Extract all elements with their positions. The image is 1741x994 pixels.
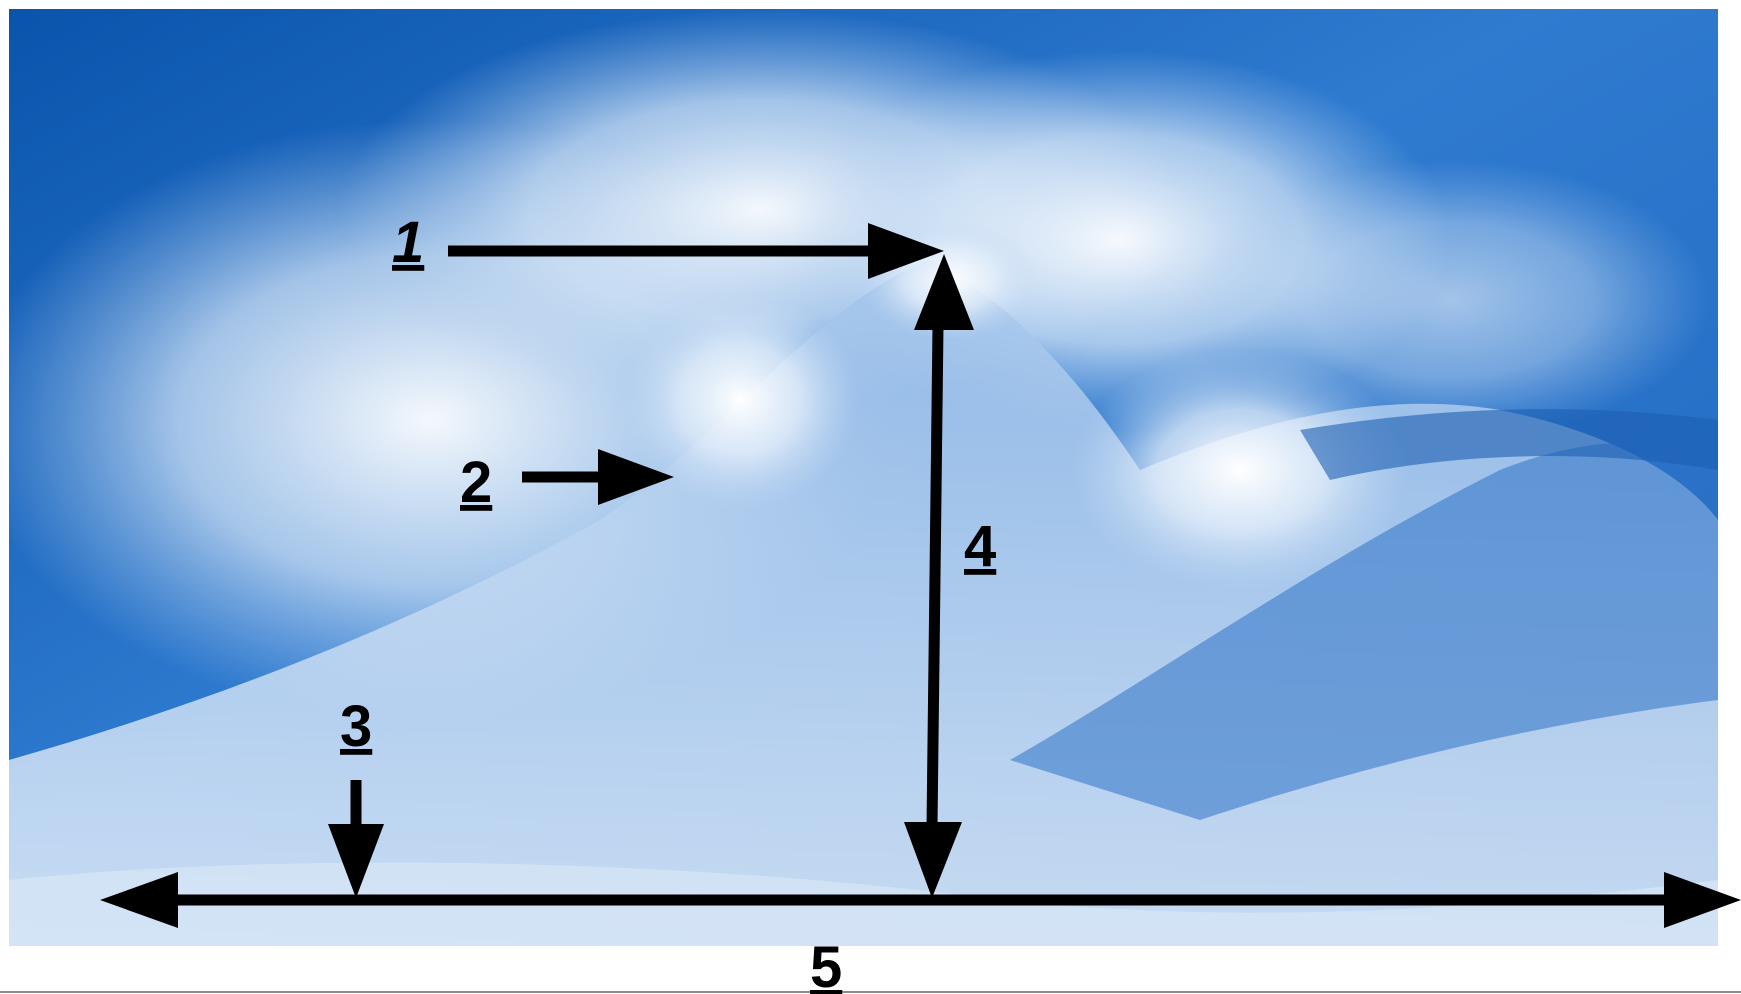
label-trough: 3 bbox=[340, 694, 372, 759]
arrow-crest bbox=[448, 223, 944, 279]
water-streak-right bbox=[1010, 442, 1718, 820]
label-height: 4 bbox=[964, 514, 996, 579]
arrow-face bbox=[522, 449, 674, 505]
arrow-trough bbox=[328, 780, 384, 898]
label-crest: 1 bbox=[392, 210, 424, 275]
wave-photo bbox=[9, 9, 1718, 946]
spray-highlight-right bbox=[1070, 350, 1410, 590]
label-face: 2 bbox=[460, 450, 492, 515]
arrow-length bbox=[100, 872, 1741, 928]
spray-highlight-center bbox=[620, 290, 860, 510]
label-length: 5 bbox=[810, 935, 842, 994]
arrow-height bbox=[904, 254, 974, 898]
water-streak-crest-right bbox=[1300, 409, 1718, 480]
